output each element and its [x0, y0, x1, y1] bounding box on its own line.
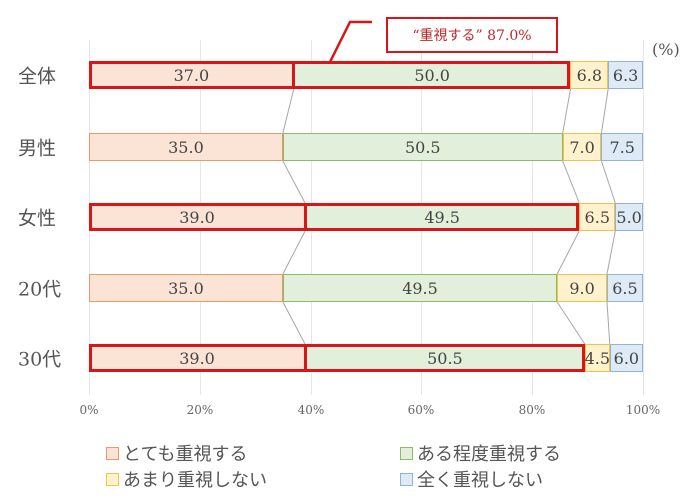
legend-item-very-important: とても重視する — [106, 440, 248, 466]
bar-segment: 37.0 — [89, 61, 294, 89]
bar-segment: 6.8 — [570, 61, 609, 89]
x-tick-0: 0% — [79, 403, 99, 417]
x-tick-100: 100% — [625, 403, 661, 417]
legend-item-not-very-important: あまり重視しない — [106, 466, 267, 492]
bar-segment: 7.0 — [562, 133, 602, 161]
highlight-divider — [303, 344, 307, 372]
bar-segment: 35.0 — [89, 133, 283, 161]
bar-segment: 39.0 — [89, 203, 306, 231]
bar-segment: 50.0 — [293, 61, 571, 89]
bar-segment: 9.0 — [557, 274, 607, 302]
row-label-female: 女性 — [18, 207, 57, 230]
legend-label: 全く重視しない — [417, 470, 543, 491]
x-tick-40: 40% — [297, 403, 325, 417]
unit-label: (%) — [652, 40, 680, 59]
highlight-divider — [303, 203, 307, 231]
legend-swatch — [106, 472, 119, 486]
legend-swatch — [400, 472, 413, 486]
bar-segment: 4.5 — [585, 344, 610, 372]
bar-segment: 6.3 — [608, 61, 643, 89]
bar-segment: 50.5 — [282, 133, 563, 161]
gridline-100 — [643, 40, 644, 395]
x-tick-60: 60% — [407, 403, 435, 417]
row-label-male: 男性 — [18, 137, 57, 160]
bar-segment: 6.5 — [579, 203, 616, 231]
row-label-20s: 20代 — [18, 278, 62, 301]
bar-segment: 35.0 — [89, 274, 283, 302]
bar-segment: 49.5 — [305, 203, 580, 231]
legend-swatch — [400, 446, 413, 460]
legend-label: ある程度重視する — [417, 444, 561, 465]
row-label-30s: 30代 — [18, 348, 62, 371]
bar-segment: 49.5 — [282, 274, 558, 302]
bar-segment: 39.0 — [89, 344, 306, 372]
x-tick-80: 80% — [518, 403, 546, 417]
x-tick-20: 20% — [186, 403, 214, 417]
row-label-total: 全体 — [18, 65, 57, 88]
bar-segment: 6.5 — [606, 274, 643, 302]
legend-swatch — [106, 446, 119, 460]
legend-item-not-important-at-all: 全く重視しない — [400, 466, 543, 492]
highlight-divider — [292, 61, 296, 89]
legend-label: あまり重視しない — [123, 470, 267, 491]
bar-segment: 6.0 — [609, 344, 643, 372]
legend-label: とても重視する — [123, 444, 248, 465]
bar-segment: 7.5 — [601, 133, 643, 161]
legend-item-somewhat-important: ある程度重視する — [400, 440, 561, 466]
callout-box: “重視する” 87.0% — [386, 17, 558, 53]
bar-segment: 50.5 — [305, 344, 585, 372]
bar-segment: 5.0 — [615, 203, 643, 231]
